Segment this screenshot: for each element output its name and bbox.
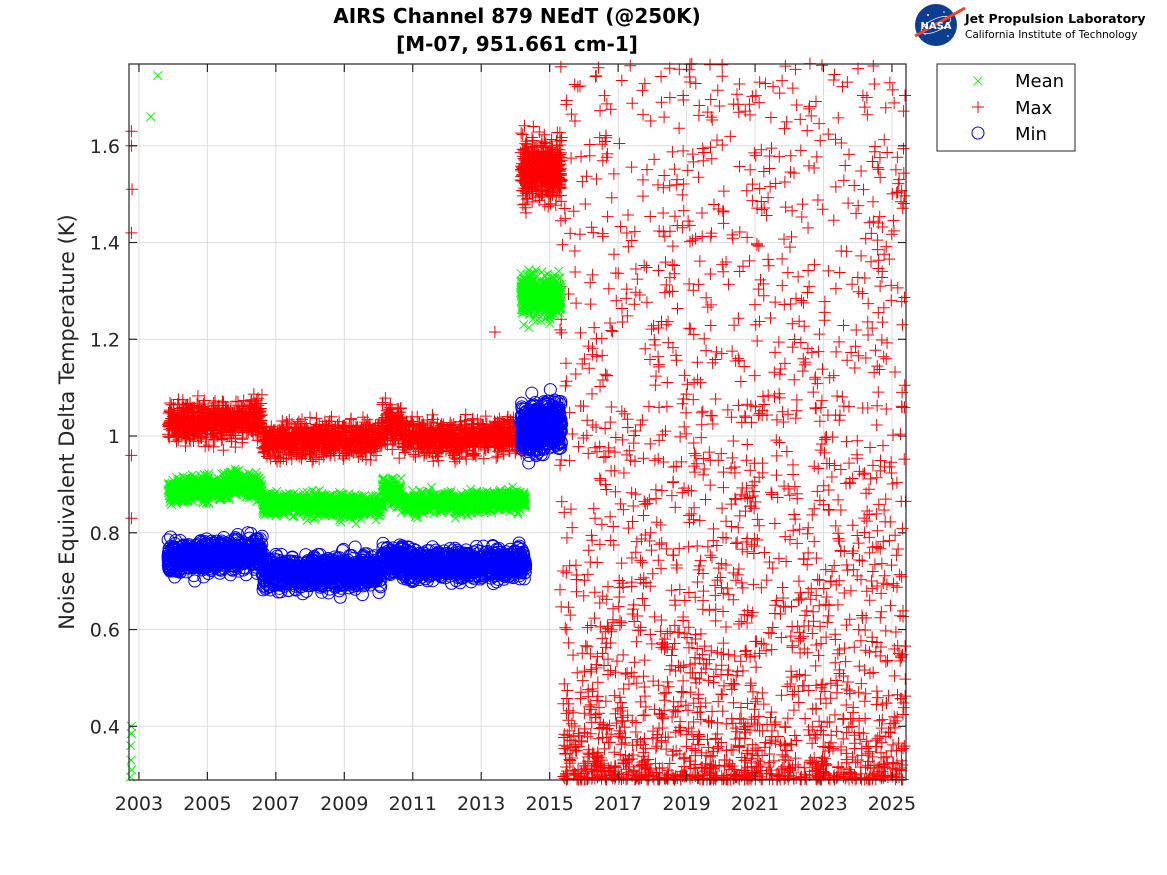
data-point: [239, 414, 252, 427]
data-point: [264, 452, 277, 465]
data-point: [360, 453, 373, 466]
nasa-logo-text: NASA: [920, 21, 951, 32]
data-point: [185, 413, 198, 426]
data-point: [250, 411, 263, 424]
data-point: [260, 432, 273, 445]
data-point: [184, 428, 197, 441]
data-point: [313, 453, 326, 466]
data-point: [202, 439, 215, 452]
data-point: [231, 395, 244, 408]
data-point: [229, 395, 242, 408]
jpl-subtitle: California Institute of Technology: [965, 29, 1137, 41]
data-point: [236, 433, 249, 446]
data-point: [215, 432, 228, 445]
data-point: [198, 394, 211, 407]
data-point: [221, 420, 234, 433]
data-point: [189, 421, 202, 434]
data-point: [207, 440, 220, 453]
data-point: [309, 451, 322, 464]
data-point: [193, 412, 206, 425]
data-point: [173, 404, 186, 417]
data-point: [245, 425, 258, 438]
data-point: [170, 435, 183, 448]
data-point: [204, 427, 217, 440]
data-point: [364, 454, 377, 467]
data-point: [203, 408, 216, 421]
data-point: [163, 414, 176, 427]
data-point: [227, 416, 240, 429]
jpl-title: Jet Propulsion Laboratory: [964, 11, 1145, 26]
data-point: [255, 388, 268, 401]
data-points: [125, 57, 912, 786]
data-point: [229, 432, 242, 445]
data-point: [237, 426, 250, 439]
data-point: [217, 444, 230, 457]
data-point: [224, 422, 237, 435]
data-point: [215, 409, 228, 422]
nasa-meatball-icon: NASA: [914, 4, 966, 46]
data-point: [208, 415, 221, 428]
data-point: [218, 411, 231, 424]
data-point: [191, 397, 204, 410]
data-point: [165, 406, 178, 419]
data-point: [247, 408, 260, 421]
data-point: [230, 418, 243, 431]
data-point: [166, 419, 179, 432]
data-point: [163, 423, 176, 436]
data-point: [192, 435, 205, 448]
data-point: [164, 412, 177, 425]
data-point: [249, 398, 262, 411]
data-point: [172, 393, 185, 406]
data-point: [217, 396, 230, 409]
data-point: [162, 430, 175, 443]
chart-title-line-1: AIRS Channel 879 NEdT (@250K): [333, 4, 701, 28]
data-point: [246, 416, 259, 429]
data-point: [223, 429, 236, 442]
data-point: [201, 419, 214, 432]
data-point: [250, 394, 263, 407]
data-point: [177, 407, 190, 420]
data-point: [356, 411, 369, 424]
data-point: [238, 411, 251, 424]
data-point: [237, 394, 250, 407]
data-point: [274, 455, 287, 468]
jpl-logo: NASA Jet Propulsion Laboratory Californi…: [914, 4, 1145, 46]
chart-title-line-2: [M-07, 951.661 cm-1]: [396, 32, 638, 56]
data-point: [304, 411, 317, 424]
data-point: [179, 439, 192, 452]
data-point: [310, 412, 323, 425]
data-point: [367, 445, 380, 458]
data-point: [162, 428, 175, 441]
data-point: [221, 428, 234, 441]
data-point: [247, 388, 260, 401]
data-point: [173, 417, 186, 430]
data-point: [179, 399, 192, 412]
data-point: [207, 399, 220, 412]
data-point: [200, 406, 213, 419]
data-point: [191, 404, 204, 417]
data-point: [215, 421, 228, 433]
data-point: [243, 399, 256, 412]
series-max: [125, 57, 912, 786]
data-point: [222, 417, 235, 430]
data-point: [207, 419, 220, 432]
data-point: [240, 426, 253, 439]
